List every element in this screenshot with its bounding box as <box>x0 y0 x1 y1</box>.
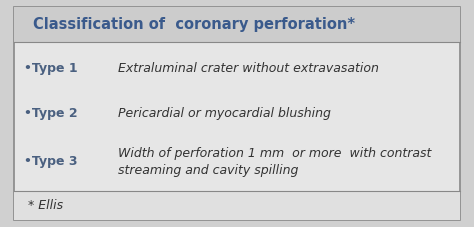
Text: •Type 3: •Type 3 <box>24 155 77 168</box>
Text: •Type 2: •Type 2 <box>24 107 77 120</box>
Text: Extraluminal crater without extravasation: Extraluminal crater without extravasatio… <box>118 62 379 75</box>
Text: Pericardial or myocardial blushing: Pericardial or myocardial blushing <box>118 107 331 120</box>
FancyBboxPatch shape <box>14 7 460 220</box>
Text: Classification of  coronary perforation*: Classification of coronary perforation* <box>33 17 356 32</box>
Text: * Ellis: * Ellis <box>28 199 64 212</box>
Text: •Type 1: •Type 1 <box>24 62 77 75</box>
Text: Width of perforation 1 mm  or more  with contrast
streaming and cavity spilling: Width of perforation 1 mm or more with c… <box>118 146 432 177</box>
FancyBboxPatch shape <box>14 191 460 220</box>
FancyBboxPatch shape <box>14 7 460 42</box>
